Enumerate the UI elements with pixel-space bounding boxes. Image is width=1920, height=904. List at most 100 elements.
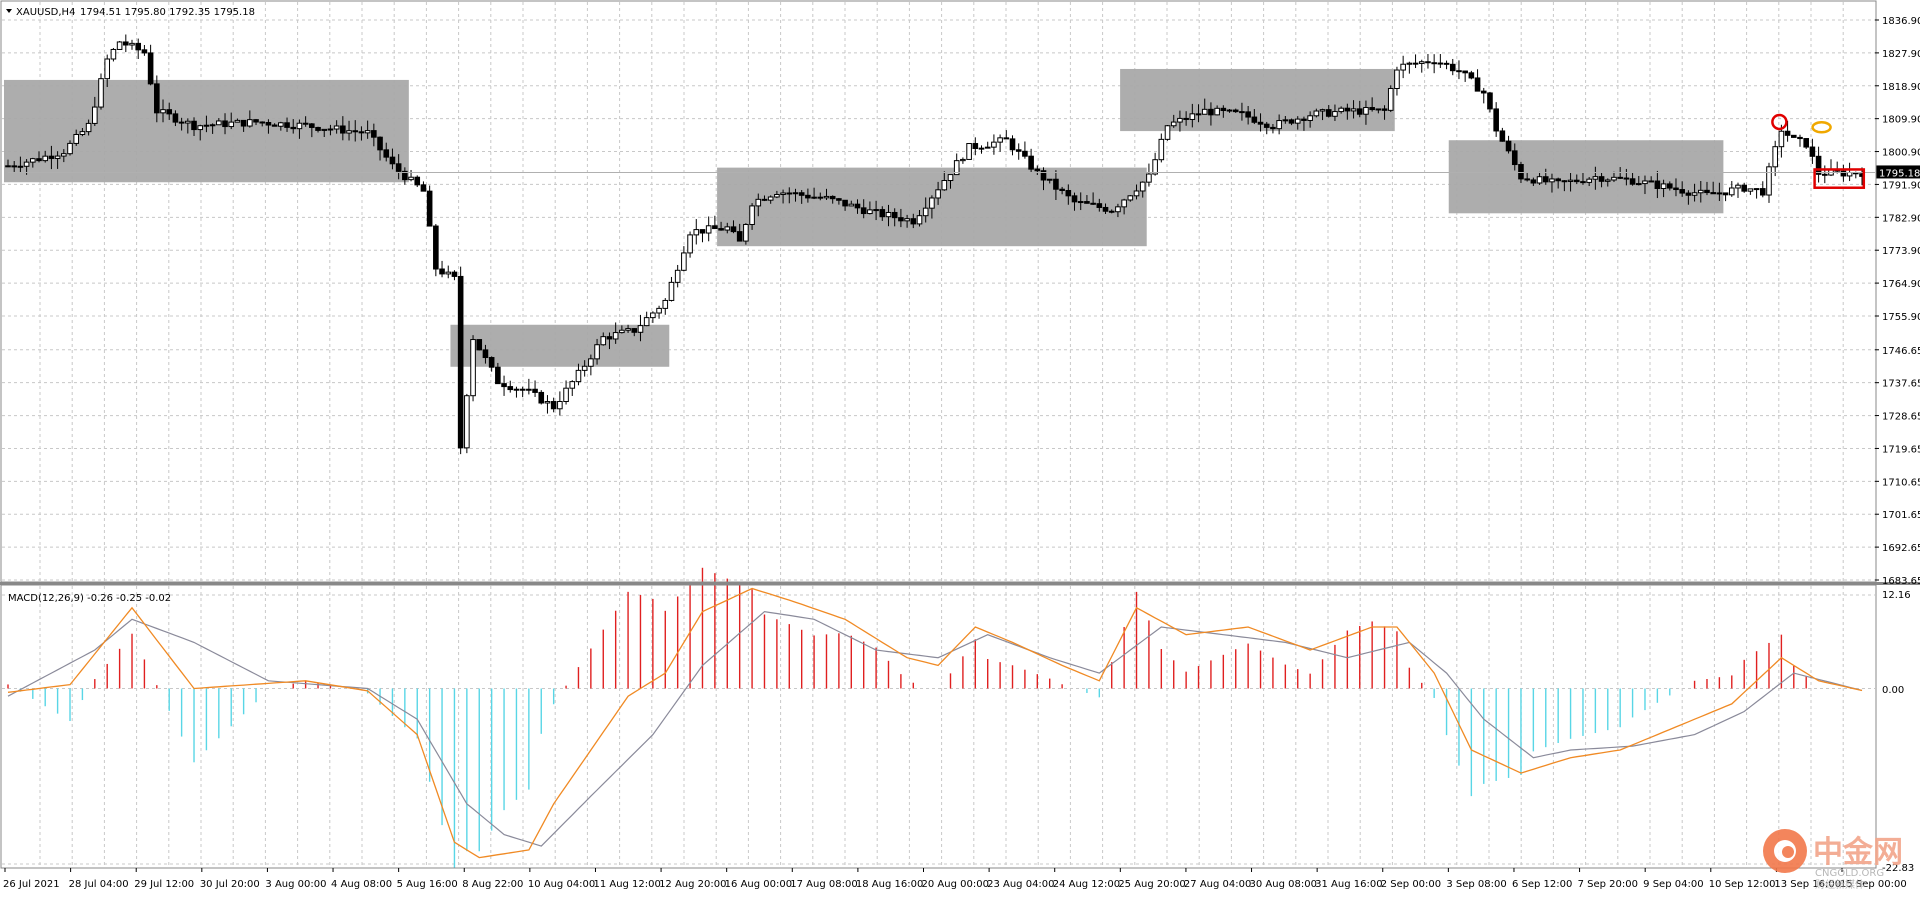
y-tick-label: 1746.65: [1882, 346, 1920, 357]
x-tick-label: 27 Aug 04:00: [1184, 879, 1251, 890]
candle-bear: [172, 113, 179, 123]
symbol-dropdown-icon[interactable]: [6, 9, 12, 13]
candle-bull: [916, 215, 923, 225]
candle-bear: [786, 192, 793, 195]
candle-bull: [867, 209, 873, 215]
candle-bear: [141, 49, 148, 54]
candle-bear: [147, 52, 154, 85]
candle-bull: [1307, 115, 1313, 121]
candle-bull: [1177, 117, 1183, 123]
candle-bull: [749, 205, 755, 225]
candle-bear: [1034, 168, 1041, 172]
candle-bull: [1146, 173, 1152, 183]
candle-bear: [1015, 149, 1022, 152]
candle-bull: [1635, 183, 1642, 186]
last-price-tag: [1876, 165, 1920, 179]
candle-bear: [433, 225, 439, 270]
x-tick-label: 18 Aug 16:00: [856, 879, 923, 890]
candle-bear: [253, 119, 259, 123]
candle-bear: [1208, 108, 1214, 116]
candle-bull: [1115, 206, 1121, 213]
candle-bear: [191, 120, 197, 131]
candle-bear: [550, 401, 557, 410]
candle-bear: [798, 192, 805, 196]
candle-bear: [1245, 111, 1251, 118]
candle-bear: [1232, 109, 1239, 113]
candle-bear: [730, 226, 737, 233]
candle-bull: [929, 197, 935, 209]
x-tick-label: 23 Aug 04:00: [987, 879, 1054, 890]
candle-bear: [631, 328, 638, 333]
candle-bull: [637, 325, 644, 333]
candle-bull: [600, 336, 607, 346]
x-tick-label: 5 Aug 16:00: [397, 879, 458, 890]
candle-bull: [1226, 109, 1233, 112]
candle-bear: [1797, 136, 1803, 140]
x-tick-label: 30 Aug 08:00: [1250, 879, 1317, 890]
candle-bear: [1468, 72, 1475, 79]
candle-bear: [36, 158, 42, 162]
candle-bull: [203, 124, 210, 127]
y-tick-label: 1800.90: [1882, 148, 1920, 159]
candle-bull: [209, 124, 216, 127]
candle-bear: [910, 218, 917, 225]
candle-bear: [389, 156, 396, 165]
candle-bear: [1679, 189, 1685, 194]
candle-bear: [135, 42, 142, 51]
candle-bull: [1753, 188, 1760, 191]
candle-bear: [1815, 155, 1822, 175]
candle-bull: [278, 122, 284, 127]
candle-bull: [681, 252, 687, 271]
candle-bull: [1214, 107, 1220, 116]
candle-bear: [1084, 201, 1090, 204]
candle-bear: [1487, 92, 1493, 110]
candle-bear: [1555, 178, 1561, 182]
x-tick-label: 26 Jul 2021: [3, 879, 60, 890]
candle-bull: [185, 120, 191, 124]
candle-bear: [1505, 140, 1512, 152]
candle-bear: [1425, 61, 1431, 64]
candle-bear: [1573, 179, 1580, 183]
candle-bear: [482, 349, 489, 359]
candle-bull: [978, 147, 985, 150]
candle-bull: [1294, 118, 1301, 124]
candle-bull: [625, 328, 631, 331]
candle-bear: [457, 275, 464, 449]
candle-bull: [1604, 179, 1611, 182]
candle-bull: [92, 106, 98, 124]
y-tick-label: 1836.90: [1882, 16, 1920, 27]
candle-bull: [1282, 119, 1289, 122]
candle-bull: [1313, 110, 1320, 117]
watermark: 中金网 CNGOLD.ORG 财经新媒体: [1763, 829, 1903, 891]
candle-bear: [842, 199, 848, 207]
candle-bull: [1691, 192, 1698, 196]
y-tick-label: 1791.90: [1882, 180, 1920, 191]
candle-bull: [1201, 108, 1208, 115]
candle-bear: [395, 163, 402, 172]
candle-bear: [699, 229, 706, 234]
candle-bear: [1239, 111, 1245, 114]
candle-bull: [1778, 130, 1785, 148]
y-tick-label: 1809.90: [1882, 115, 1920, 126]
candle-bear: [1561, 180, 1568, 183]
candle-bull: [1394, 69, 1400, 90]
candle-bear: [259, 121, 266, 124]
candle-bull: [327, 128, 334, 131]
last-price-label: 1795.18: [1879, 168, 1920, 179]
consolidation-zones: [4, 68, 1724, 367]
candle-bull: [774, 193, 780, 198]
candle-bear: [1518, 164, 1524, 180]
candle-bear: [1108, 210, 1115, 213]
candle-bull: [1332, 111, 1338, 117]
candle-bear: [1301, 118, 1307, 121]
candle-bear: [1648, 180, 1654, 183]
watermark-url: CNGOLD.ORG: [1815, 868, 1884, 879]
candle-bear: [1524, 178, 1530, 181]
candle-bear: [1220, 107, 1227, 112]
ohlc-values: 1794.51 1795.80 1792.35 1795.18: [80, 7, 255, 18]
candle-bull: [61, 153, 67, 157]
candle-bear: [271, 124, 278, 127]
candle-bull: [1592, 176, 1599, 180]
